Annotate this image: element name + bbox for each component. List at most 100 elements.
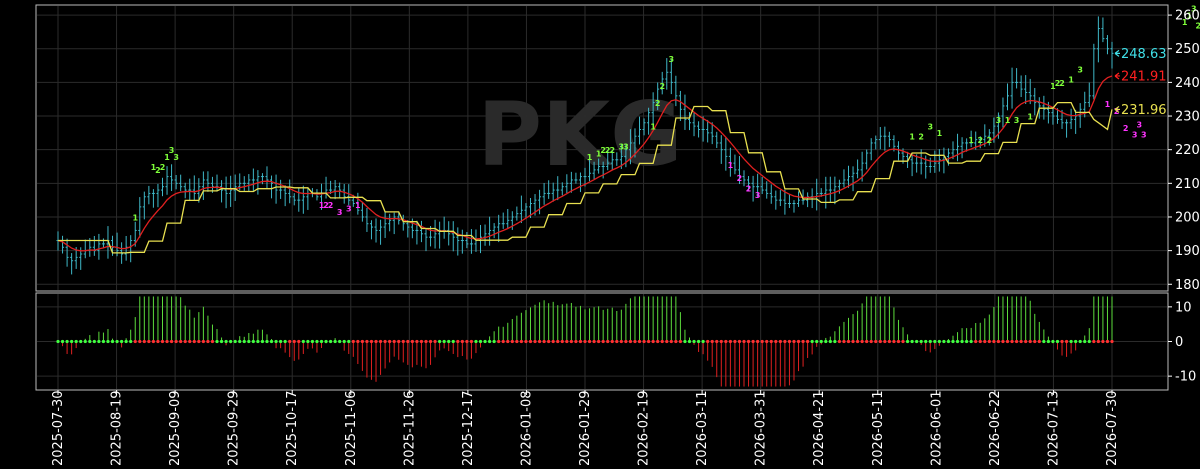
oscillator-dot	[1101, 339, 1105, 344]
oscillator-dot	[269, 339, 274, 344]
count-label: 1	[1050, 82, 1056, 91]
count-label: 2	[746, 184, 752, 193]
oscillator-dot	[1064, 339, 1069, 344]
oscillator-dot	[915, 339, 919, 344]
price-axis-tick-label: 180	[1175, 278, 1200, 293]
oscillator-dot	[129, 339, 133, 344]
date-axis-tick-label: 2026-03-11	[695, 390, 710, 466]
oscillator-dot	[819, 339, 823, 344]
oscillator-dot	[824, 339, 828, 344]
oscillator-dot	[1074, 339, 1078, 344]
oscillator-dot	[828, 339, 832, 344]
oscillator-dot	[1078, 339, 1082, 344]
count-label: 3	[1132, 130, 1138, 139]
oscillator-dot	[983, 339, 987, 344]
oscillator-axis-ticks: -10 0 10	[1168, 300, 1196, 385]
oscillator-dot	[1024, 339, 1028, 344]
oscillator-dot	[151, 339, 156, 344]
oscillator-dot	[606, 339, 610, 344]
oscillator-dot	[142, 339, 146, 344]
date-axis-tick-label: 2026-07-13	[1046, 390, 1061, 466]
oscillator-dot	[188, 339, 192, 344]
oscillator-dot	[369, 339, 374, 344]
count-label: 3	[1141, 130, 1147, 139]
count-label: 2	[655, 99, 661, 108]
oscillator-dot	[201, 339, 205, 344]
count-label: 1	[1182, 18, 1188, 27]
oscillator-dot	[578, 339, 583, 344]
oscillator-dot	[74, 339, 78, 344]
oscillator-dot	[565, 339, 569, 344]
oscillator-dot	[424, 339, 428, 344]
oscillator-dot	[265, 339, 269, 344]
oscillator-dot	[742, 339, 746, 344]
oscillator-dot	[724, 339, 728, 344]
oscillator-dot	[179, 339, 183, 344]
oscillator-dot	[1110, 339, 1114, 344]
oscillator-dot	[515, 339, 519, 344]
oscillator-dot	[687, 339, 692, 344]
oscillator-dot	[574, 339, 578, 344]
oscillator-dot	[696, 339, 701, 344]
count-label: 3	[755, 191, 761, 200]
oscillator-dot	[183, 339, 187, 344]
oscillator-dot	[778, 339, 782, 344]
oscillator-dot	[306, 339, 310, 344]
count-label: 2	[328, 201, 334, 210]
oscillator-dot	[165, 339, 169, 344]
oscillator-dot	[197, 339, 201, 344]
count-label: 1	[587, 153, 593, 162]
oscillator-dot	[806, 339, 810, 344]
date-axis-tick-label: 2026-06-22	[988, 390, 1003, 466]
oscillator-dot	[469, 339, 474, 344]
count-label: 2	[155, 166, 161, 175]
oscillator-dot	[124, 339, 128, 344]
oscillator-dot	[224, 339, 228, 344]
oscillator-dot	[65, 339, 69, 344]
oscillator-dot	[106, 339, 110, 344]
oscillator-dot	[70, 339, 74, 344]
oscillator-dot	[869, 339, 873, 344]
oscillator-dot	[796, 339, 801, 344]
oscillator-dot	[683, 339, 687, 344]
count-label: 3	[1136, 120, 1142, 129]
oscillator-dot	[837, 339, 842, 344]
date-axis-tick-label: 2025-12-17	[461, 390, 476, 466]
oscillator-axis-tick-label: -10	[1175, 370, 1196, 385]
oscillator-dot	[978, 339, 982, 344]
oscillator-dot	[1014, 339, 1019, 344]
date-axis-ticks: 2025-07-30 2025-08-19 2025-09-09 2025-09-29…	[51, 390, 1120, 466]
oscillator-dot	[247, 339, 251, 344]
oscillator-dot	[896, 339, 901, 344]
oscillator-dot	[569, 339, 573, 344]
oscillator-dot	[737, 339, 742, 344]
date-axis-tick-label: 2026-01-08	[519, 390, 534, 466]
oscillator-dot	[669, 339, 673, 344]
count-label: 2	[977, 136, 983, 145]
count-label: 1	[650, 122, 656, 131]
count-label: 3	[619, 143, 625, 152]
count-label: 2	[659, 82, 665, 91]
oscillator-dot	[1037, 339, 1041, 344]
oscillator-dot	[519, 339, 523, 344]
oscillator-dot	[256, 339, 260, 344]
date-axis-tick-label: 2025-11-26	[402, 390, 417, 466]
oscillator-dot	[442, 339, 446, 344]
price-axis-tick-label: 260	[1175, 9, 1200, 24]
oscillator-dot	[1001, 339, 1005, 344]
oscillator-dot	[1051, 339, 1055, 344]
oscillator-dot	[987, 339, 991, 344]
oscillator-dot	[1055, 339, 1060, 344]
oscillator-dot	[537, 339, 542, 344]
oscillator-dot	[905, 339, 910, 344]
count-label: 2	[1059, 79, 1065, 88]
oscillator-dot	[251, 339, 255, 344]
oscillator-dot	[356, 339, 360, 344]
oscillator-dot	[1005, 339, 1010, 344]
count-label: 1	[151, 163, 157, 172]
price-axis-tick-label: 230	[1175, 110, 1200, 125]
date-axis-tick-label: 2026-04-21	[812, 390, 827, 466]
count-label: 1	[1186, 11, 1192, 20]
